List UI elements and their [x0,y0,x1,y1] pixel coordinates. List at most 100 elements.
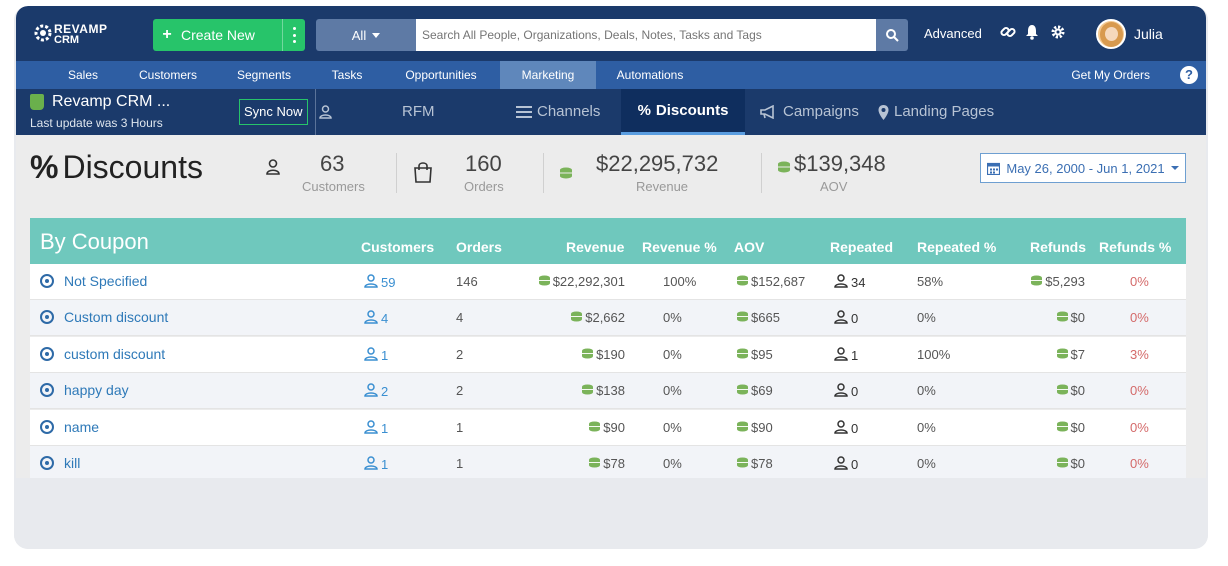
tab-rfm-icon[interactable] [318,89,332,135]
coins-icon [571,310,583,325]
coupon-name[interactable]: custom discount [64,345,166,362]
advanced-search-link[interactable]: Advanced [924,26,982,41]
repeated-pct-value: 0% [917,456,936,471]
aov-label: AOV [820,179,848,194]
coupon-name-cell[interactable]: custom discount [40,346,165,362]
help-icon[interactable]: ? [1180,66,1198,84]
bottom-panel [14,478,1208,549]
customers-value: 1 [381,347,389,363]
customers-cell[interactable]: 2 [364,383,388,400]
tab-channels[interactable]: Channels [516,89,600,135]
nav-item-segments[interactable]: Segments [236,68,292,82]
search-filter-dropdown[interactable]: All [316,19,416,51]
column-header-orders[interactable]: Orders [456,239,502,255]
settings-gear-icon[interactable] [1050,24,1066,40]
search-button[interactable] [876,19,908,51]
revenue-value: $90 [603,419,625,435]
create-new-button[interactable]: + Create New [153,19,305,51]
user-name[interactable]: Julia [1134,26,1163,42]
coins-icon [737,420,748,435]
tab-landing-pages-label: Landing Pages [894,103,995,120]
coupon-name-cell[interactable]: happy day [40,382,129,398]
column-header-revenue-pct[interactable]: Revenue % [642,239,717,255]
customers-cell[interactable]: 1 [364,347,388,364]
person-icon [834,347,848,364]
coupon-name-cell[interactable]: Not Specified [40,273,147,289]
orders-value: 146 [456,274,478,289]
link-icon[interactable] [1000,24,1016,40]
column-header-repeated[interactable]: Repeated [830,239,894,255]
revenue-value: $2,662 [585,310,625,326]
table-row[interactable]: custom discount 1 2 $190 0% $95 1 100% $7 3% [30,336,1186,373]
nav-item-tasks[interactable]: Tasks [331,68,363,82]
sync-now-button[interactable]: Sync Now [239,99,308,125]
table-row[interactable]: happy day 2 2 $138 0% $69 0 0% $0 0% [30,373,1186,410]
date-range-picker[interactable]: May 26, 2000 - Jun 1, 2021 [980,153,1186,183]
kebab-menu-icon[interactable] [293,27,297,43]
table-row[interactable]: Custom discount 4 4 $2,662 0% $665 0 0% $0 0% [30,300,1186,337]
coupon-name[interactable]: Custom discount [64,309,169,326]
column-header-customers[interactable]: Customers [361,239,435,255]
repeated-pct-value: 0% [917,419,936,435]
column-header-repeated-pct[interactable]: Repeated % [917,239,997,255]
target-icon [40,346,54,361]
revenue-value: $78 [603,456,625,471]
tab-landing-pages[interactable]: Landing Pages [878,89,994,135]
bell-icon[interactable] [1024,24,1040,40]
nav-item-customers[interactable]: Customers [138,68,197,82]
aov-cell: $665 [737,310,780,325]
revenue-label: Revenue [636,179,689,194]
coupon-name-cell[interactable]: name [40,419,99,435]
coupon-name-cell[interactable]: kill [40,455,80,471]
person-icon [364,274,378,291]
repeated-pct-value: 100% [917,346,951,362]
top-bar: REVAMP CRM + Create New All Advanced [16,6,1206,61]
customers-cell[interactable]: 4 [364,310,388,327]
get-my-orders-link[interactable]: Get My Orders [1071,68,1150,82]
coupon-name-cell[interactable]: Custom discount [40,309,168,325]
table-row[interactable]: Not Specified 59 146 $22,292,301 100% $152,68… [30,264,1186,300]
aov-value: $90 [751,419,773,435]
coins-icon [737,456,748,471]
shopping-bag-icon [414,162,432,183]
coupon-name[interactable]: Not Specified [64,273,148,289]
map-marker-icon [878,104,889,120]
coupon-name[interactable]: happy day [64,382,129,399]
customers-cell[interactable]: 1 [364,419,388,437]
customers-cell[interactable]: 1 [364,456,388,473]
revenue-cell: $78 [589,456,625,471]
customers-cell[interactable]: 59 [364,274,395,291]
aov-value: $95 [751,346,773,362]
refunds-value: $5,293 [1045,274,1085,289]
coins-icon [1056,456,1068,471]
refunds-pct-value: 3% [1130,346,1149,362]
repeated-value: 0 [851,311,859,327]
repeated-cell: 34 [834,274,865,291]
tab-rfm[interactable]: RFM [402,89,435,135]
coins-icon [589,456,601,471]
table-row[interactable]: kill 1 1 $78 0% $78 0 0% $0 0% [30,446,1186,478]
column-header-refunds-pct[interactable]: Refunds % [1099,239,1172,255]
table-row[interactable]: name 1 1 $90 0% $90 0 0% $0 0% [30,409,1186,446]
logo[interactable]: REVAMP CRM [32,20,122,48]
nav-item-marketing[interactable]: Marketing [500,61,596,89]
tab-campaigns[interactable]: Campaigns [760,89,859,135]
tab-discounts[interactable]: % Discounts [621,89,745,135]
store-name[interactable]: Revamp CRM ... [52,93,171,110]
column-header-refunds[interactable]: Refunds [1030,239,1086,255]
aov-value: $665 [751,310,780,326]
nav-item-automations[interactable]: Automations [616,68,684,82]
nav-item-opportunities[interactable]: Opportunities [405,68,477,82]
user-avatar[interactable] [1096,19,1126,49]
global-search-input[interactable] [416,19,876,51]
aov-cell: $69 [737,383,773,398]
stat-divider [543,153,544,193]
column-header-aov[interactable]: AOV [734,239,765,255]
coupon-name[interactable]: name [64,418,100,435]
refunds-cell: $0 [1056,420,1085,435]
person-icon [834,419,848,437]
aov-cell: $78 [737,456,773,471]
coupon-name[interactable]: kill [64,455,81,471]
nav-item-sales[interactable]: Sales [67,68,99,82]
column-header-revenue[interactable]: Revenue [566,239,625,255]
